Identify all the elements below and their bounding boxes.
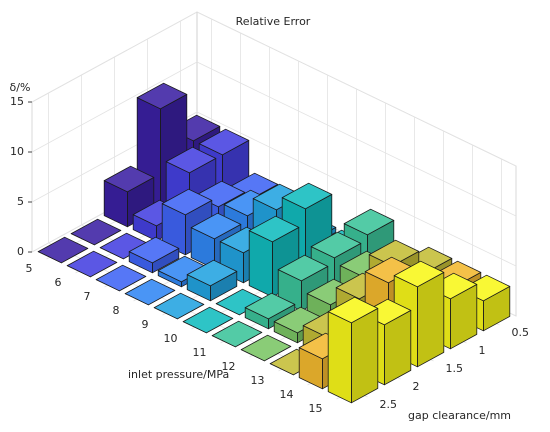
bar bbox=[95, 264, 147, 292]
z-axis-label: δ/% bbox=[10, 81, 31, 94]
bar-top bbox=[248, 215, 300, 243]
bar-top bbox=[273, 306, 325, 334]
bar-top bbox=[281, 182, 333, 210]
bar-top bbox=[103, 165, 155, 193]
bar bbox=[70, 218, 122, 246]
bar-top bbox=[136, 82, 188, 110]
z-tick-label: 15 bbox=[10, 95, 24, 108]
x-tick-label: 15 bbox=[309, 402, 323, 415]
x-tick-label: 5 bbox=[26, 262, 33, 275]
bar bbox=[182, 306, 234, 334]
bar-top bbox=[364, 256, 416, 284]
x-tick-label: 10 bbox=[164, 332, 178, 345]
bar-front bbox=[327, 311, 352, 404]
bar bbox=[240, 334, 292, 362]
x-axis-label: inlet pressure/MPa bbox=[128, 368, 229, 381]
bar-side bbox=[416, 271, 445, 368]
bar-top bbox=[186, 259, 238, 287]
bar-top bbox=[128, 236, 180, 264]
bar-side bbox=[350, 307, 379, 404]
bar-top bbox=[66, 250, 118, 278]
bar-top bbox=[215, 288, 267, 316]
x-tick-label: 14 bbox=[280, 388, 294, 401]
x-tick-label: 8 bbox=[113, 304, 120, 317]
bar-top bbox=[161, 188, 213, 216]
bar bbox=[248, 215, 300, 298]
y-tick-label: 2 bbox=[413, 380, 420, 393]
bar-top bbox=[124, 278, 176, 306]
y-tick-label: 1 bbox=[479, 344, 486, 357]
bar bbox=[153, 292, 205, 320]
y-tick-label: 1.5 bbox=[446, 362, 464, 375]
grid-line bbox=[31, 61, 517, 217]
bar-top bbox=[165, 146, 217, 174]
z-tick-label: 5 bbox=[17, 195, 24, 208]
bar-top bbox=[157, 255, 209, 283]
bar-top bbox=[327, 296, 379, 324]
bar-top bbox=[153, 292, 205, 320]
bar-top bbox=[393, 260, 445, 288]
bar-top bbox=[244, 292, 296, 320]
z-tick-label: 10 bbox=[10, 145, 24, 158]
bar-top bbox=[37, 236, 89, 264]
x-tick-label: 9 bbox=[142, 318, 149, 331]
bar-top bbox=[198, 128, 250, 156]
bar bbox=[211, 320, 263, 348]
bar-top bbox=[310, 231, 362, 259]
bar bbox=[186, 259, 238, 302]
bar bbox=[327, 296, 379, 404]
bar-top bbox=[95, 264, 147, 292]
bar-top bbox=[70, 218, 122, 246]
bar bbox=[124, 278, 176, 306]
bar-top bbox=[343, 208, 395, 236]
bar-top bbox=[182, 306, 234, 334]
x-tick-label: 7 bbox=[84, 290, 91, 303]
bar-top bbox=[99, 232, 151, 260]
chart-title: Relative Error bbox=[236, 15, 311, 28]
x-tick-label: 13 bbox=[251, 374, 265, 387]
grid-line bbox=[31, 111, 517, 267]
x-tick-label: 6 bbox=[55, 276, 62, 289]
z-tick-label: 0 bbox=[17, 245, 24, 258]
bar-top bbox=[190, 212, 242, 240]
y-tick-label: 0.5 bbox=[512, 326, 530, 339]
bar-top bbox=[277, 254, 329, 282]
x-tick-label: 11 bbox=[193, 346, 207, 359]
grid-line bbox=[31, 11, 517, 167]
bar bbox=[66, 250, 118, 278]
bar-top bbox=[211, 320, 263, 348]
bar-top bbox=[240, 334, 292, 362]
bar bbox=[128, 236, 180, 274]
bar bbox=[37, 236, 89, 264]
y-tick-label: 2.5 bbox=[380, 398, 398, 411]
y-axis-label: gap clearance/mm bbox=[408, 409, 511, 422]
x-tick-label: 12 bbox=[222, 360, 236, 373]
